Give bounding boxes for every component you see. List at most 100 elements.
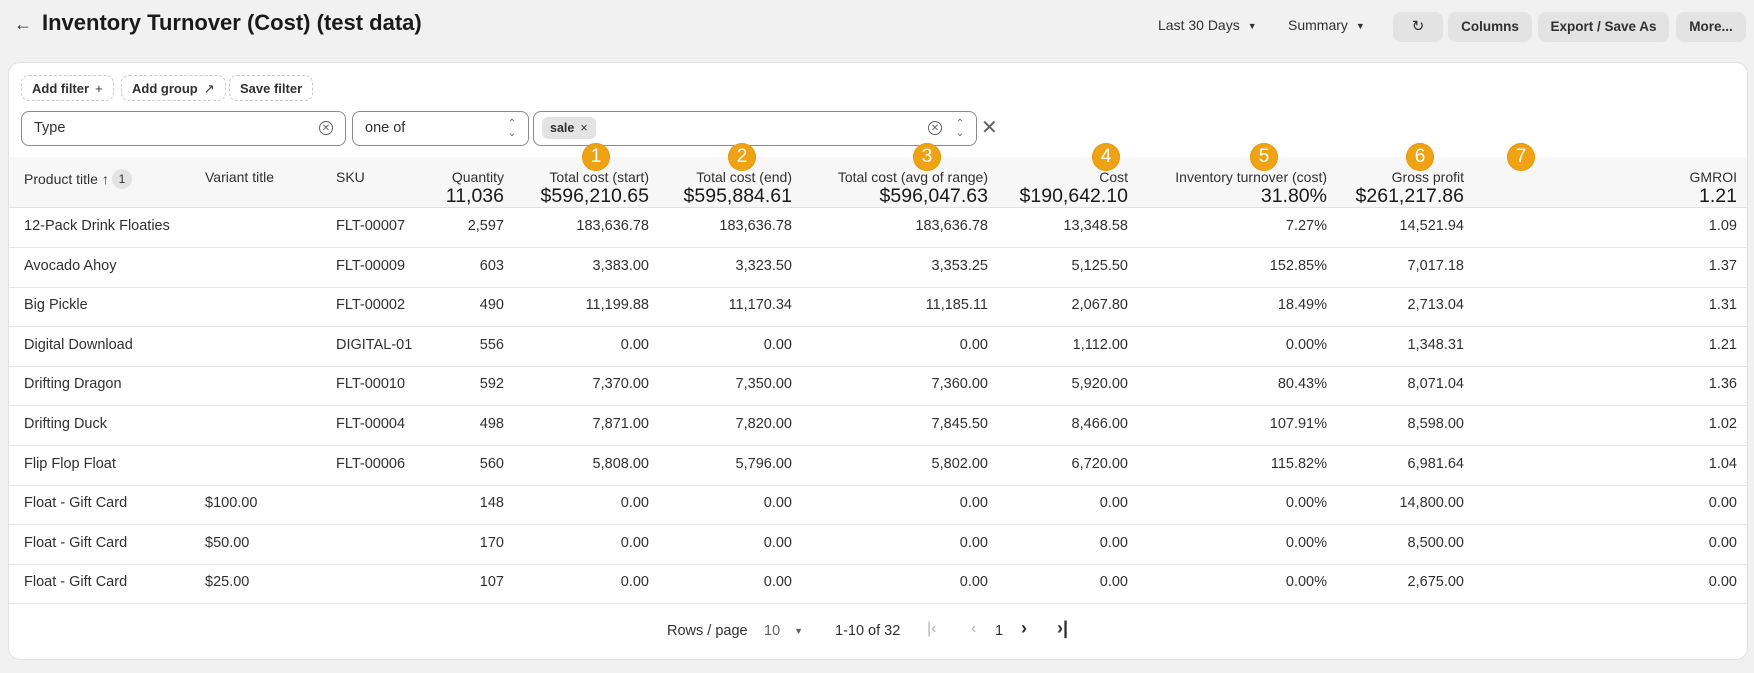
column-header-total-cost-start[interactable]: Total cost (start) <box>549 169 649 185</box>
table-cell-product-title: Digital Download <box>24 336 133 353</box>
column-label: Quantity <box>451 169 504 185</box>
table-cell-quantity: 490 <box>479 297 504 314</box>
sort-ascending-icon[interactable]: ↑ <box>101 171 109 187</box>
table-cell-gmroi: 1.02 <box>1708 416 1737 432</box>
column-header-total-cost-avg-of-range[interactable]: Total cost (avg of range) <box>838 169 988 185</box>
annotation-badge: 6 <box>1406 143 1434 171</box>
table-cell-quantity: 560 <box>479 455 504 472</box>
table-cell-product-title: Big Pickle <box>24 297 88 314</box>
caret-down-icon: ▼ <box>1355 21 1365 32</box>
annotation-badge: 4 <box>1092 143 1120 171</box>
table-cell-gmroi: 0.00 <box>1708 495 1737 512</box>
back-arrow-icon[interactable]: ← <box>14 14 32 34</box>
table-cell-total-cost-start: 3,383.00 <box>592 257 649 274</box>
table-row[interactable]: Avocado Ahoy FLT-00009 603 3,383.00 3,323.50… <box>9 248 1747 288</box>
last-page-icon[interactable]: ›| <box>1057 618 1069 638</box>
column-header-total-cost-end[interactable]: Total cost (end) <box>696 169 792 185</box>
table-cell-total-cost-avg-of-range: 0.00 <box>959 534 988 551</box>
remove-filter-icon[interactable]: ✕ <box>981 117 998 139</box>
table-cell-variant-title: $50.00 <box>205 534 250 551</box>
more-button[interactable]: More... <box>1676 12 1746 42</box>
filter-value-select[interactable]: sale × ✕ ⌃ ⌄ <box>533 111 977 146</box>
table-cell-inventory-turnover-cost: 152.85% <box>1269 257 1327 274</box>
table-cell-variant-title: $25.00 <box>205 574 250 591</box>
column-total-gmroi: 1.21 <box>1699 185 1737 207</box>
table-cell-total-cost-end: 0.00 <box>763 534 792 551</box>
next-page-icon[interactable]: › <box>1021 618 1027 638</box>
clear-circle-icon[interactable]: ✕ <box>319 121 333 135</box>
table-cell-quantity: 170 <box>479 534 504 551</box>
table-cell-cost: 5,920.00 <box>1071 376 1128 393</box>
filter-operator-select[interactable]: one of ⌃ ⌄ <box>352 111 529 146</box>
column-header-variant-title[interactable]: Variant title <box>205 169 274 185</box>
table-cell-product-title: Flip Flop Float <box>24 455 116 472</box>
page-title: Inventory Turnover (Cost) (test data) <box>42 10 422 35</box>
column-total-total-cost-end: $595,884.61 <box>683 185 792 207</box>
table-row[interactable]: Digital Download DIGITAL-01 556 0.00 0.00 0.0… <box>9 327 1747 367</box>
annotation-badge: 2 <box>728 143 756 171</box>
rows-per-page-select[interactable]: 10 ▼ <box>764 623 803 639</box>
column-total-cost: $190,642.10 <box>1019 185 1128 207</box>
table-row[interactable]: Float - Gift Card $50.00 170 0.00 0.00 0.00 0.… <box>9 525 1747 565</box>
column-header-inventory-turnover-cost[interactable]: Inventory turnover (cost) <box>1175 169 1327 185</box>
table-row[interactable]: Float - Gift Card $100.00 148 0.00 0.00 0.00 0… <box>9 485 1747 526</box>
caret-down-icon: ▼ <box>1247 21 1257 32</box>
annotation-badge: 3 <box>913 143 941 171</box>
add-group-label: Add group <box>132 81 198 96</box>
column-header-cost[interactable]: Cost <box>1099 169 1128 185</box>
view-dropdown[interactable]: Summary ▼ <box>1288 17 1365 33</box>
table-cell-sku: FLT-00006 <box>336 455 406 472</box>
columns-button[interactable]: Columns <box>1448 12 1532 42</box>
table-cell-gross-profit: 8,500.00 <box>1407 534 1464 551</box>
add-filter-button[interactable]: Add filter + <box>21 75 114 101</box>
table-cell-total-cost-start: 7,370.00 <box>592 376 649 393</box>
column-header-gross-profit[interactable]: Gross profit <box>1392 169 1464 185</box>
table-cell-product-title: Float - Gift Card <box>24 534 128 551</box>
column-header-sku[interactable]: SKU <box>336 169 365 185</box>
table-cell-quantity: 107 <box>479 574 504 591</box>
table-cell-sku: FLT-00009 <box>336 257 406 274</box>
export-save-as-button[interactable]: Export / Save As <box>1538 12 1669 42</box>
table-cell-gmroi: 1.31 <box>1708 297 1737 314</box>
table-cell-gmroi: 1.09 <box>1708 218 1737 234</box>
date-range-dropdown[interactable]: Last 30 Days ▼ <box>1158 17 1257 33</box>
annotation-badge: 1 <box>582 143 610 171</box>
save-filter-button[interactable]: Save filter <box>229 75 314 101</box>
table-row[interactable]: Drifting Dragon FLT-00010 592 7,370.00 7,350… <box>9 366 1747 407</box>
caret-down-icon: ▼ <box>794 626 804 637</box>
table-cell-sku: FLT-00010 <box>336 376 406 393</box>
table-row[interactable]: Big Pickle FLT-00002 490 11,199.88 11,170.34… <box>9 287 1747 328</box>
remove-tag-icon[interactable]: × <box>580 121 588 135</box>
table-cell-cost: 1,112.00 <box>1072 336 1128 353</box>
table-cell-product-title: Avocado Ahoy <box>24 257 117 274</box>
table-row[interactable]: Flip Flop Float FLT-00006 560 5,808.00 5,796… <box>9 446 1747 486</box>
column-header-gmroi[interactable]: GMROI <box>1690 169 1737 185</box>
column-header-quantity[interactable]: Quantity <box>452 169 504 185</box>
table-cell-total-cost-start: 11,199.88 <box>585 297 649 314</box>
previous-page-icon[interactable]: ‹ <box>971 620 977 637</box>
column-label: Variant title <box>205 169 274 185</box>
first-page-icon[interactable]: |‹ <box>927 620 937 637</box>
add-group-icon: ↗ <box>203 81 215 96</box>
column-label: SKU <box>336 169 365 185</box>
filter-tag-label: sale <box>550 121 575 135</box>
table-row[interactable]: 12-Pack Drink Floaties FLT-00007 2,597 183,… <box>9 208 1747 248</box>
sort-order-badge: 1 <box>111 169 132 189</box>
table-cell-total-cost-end: 0.00 <box>763 495 792 512</box>
table-cell-quantity: 498 <box>479 416 504 432</box>
table-row[interactable]: Drifting Duck FLT-00004 498 7,871.00 7,820.0… <box>9 406 1747 446</box>
add-group-button[interactable]: Add group ↗ <box>121 75 226 101</box>
filter-operator-value: one of <box>365 120 406 136</box>
table-cell-gross-profit: 14,800.00 <box>1399 495 1464 512</box>
table-cell-total-cost-end: 5,796.00 <box>735 455 792 472</box>
column-total-total-cost-avg-of-range: $596,047.63 <box>879 185 988 207</box>
clear-circle-icon[interactable]: ✕ <box>928 121 942 135</box>
column-header-product-title[interactable]: Product title ↑ 1 <box>24 169 132 189</box>
table-cell-total-cost-start: 0.00 <box>620 336 649 353</box>
filter-field-select[interactable]: Type ✕ <box>21 111 346 146</box>
table-row[interactable]: Float - Gift Card $25.00 107 0.00 0.00 0.00 0.… <box>9 564 1747 605</box>
refresh-button[interactable]: ↻ <box>1393 12 1443 42</box>
table-cell-quantity: 556 <box>479 336 504 353</box>
table-cell-total-cost-end: 3,323.50 <box>735 257 792 274</box>
table-cell-total-cost-avg-of-range: 183,636.78 <box>915 218 988 234</box>
